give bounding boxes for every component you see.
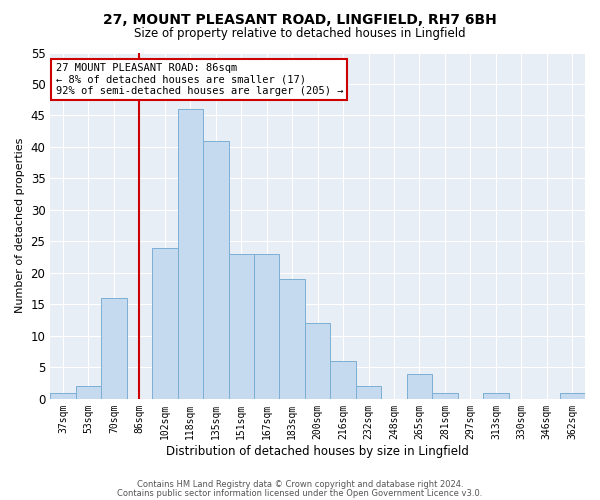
Bar <box>76 386 101 399</box>
Bar <box>229 254 254 399</box>
Bar <box>203 140 229 399</box>
Bar <box>483 392 509 399</box>
Bar <box>331 361 356 399</box>
Bar <box>152 248 178 399</box>
Text: Contains public sector information licensed under the Open Government Licence v3: Contains public sector information licen… <box>118 489 482 498</box>
Y-axis label: Number of detached properties: Number of detached properties <box>15 138 25 314</box>
Bar <box>305 324 331 399</box>
X-axis label: Distribution of detached houses by size in Lingfield: Distribution of detached houses by size … <box>166 444 469 458</box>
Bar <box>101 298 127 399</box>
Text: Contains HM Land Registry data © Crown copyright and database right 2024.: Contains HM Land Registry data © Crown c… <box>137 480 463 489</box>
Bar <box>50 392 76 399</box>
Bar <box>356 386 382 399</box>
Bar <box>560 392 585 399</box>
Bar <box>280 279 305 399</box>
Bar <box>407 374 432 399</box>
Text: 27, MOUNT PLEASANT ROAD, LINGFIELD, RH7 6BH: 27, MOUNT PLEASANT ROAD, LINGFIELD, RH7 … <box>103 12 497 26</box>
Text: Size of property relative to detached houses in Lingfield: Size of property relative to detached ho… <box>134 28 466 40</box>
Bar <box>254 254 280 399</box>
Text: 27 MOUNT PLEASANT ROAD: 86sqm
← 8% of detached houses are smaller (17)
92% of se: 27 MOUNT PLEASANT ROAD: 86sqm ← 8% of de… <box>56 63 343 96</box>
Bar <box>432 392 458 399</box>
Bar <box>178 109 203 399</box>
